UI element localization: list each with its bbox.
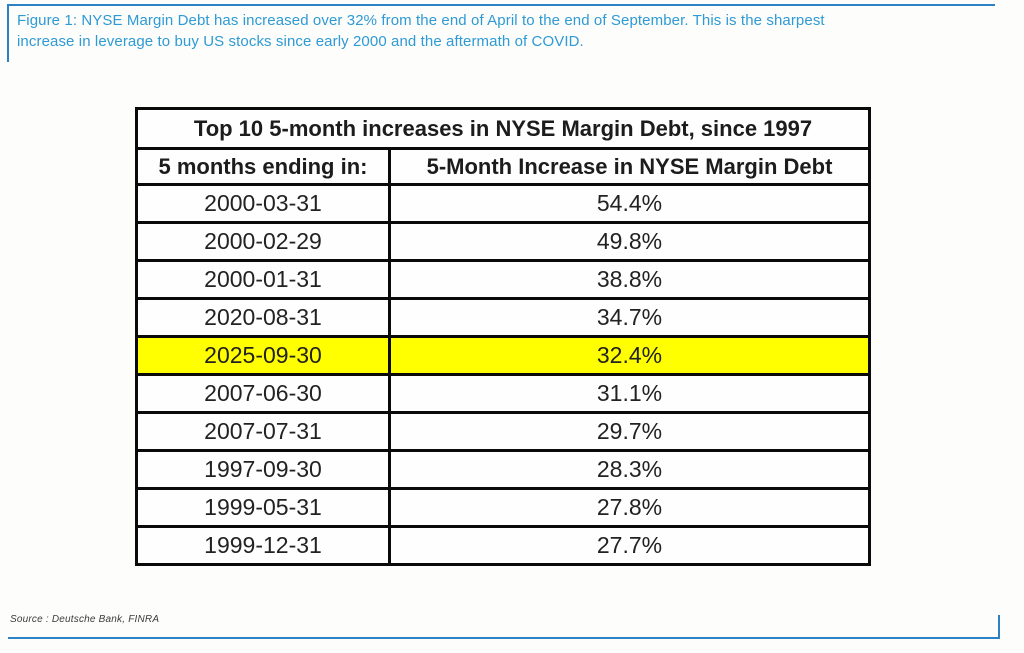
increase-cell: 27.7% <box>387 525 872 566</box>
table-row: 2000-02-29 49.8% <box>135 221 872 262</box>
table-title: Top 10 5-month increases in NYSE Margin … <box>134 107 872 150</box>
figure-frame-bottom-right-bracket <box>8 615 1000 639</box>
date-cell: 1999-12-31 <box>135 525 391 566</box>
column-header-increase: 5-Month Increase in NYSE Margin Debt <box>387 147 872 186</box>
table-row: 1999-12-31 27.7% <box>135 525 872 566</box>
figure-frame-top-left-bracket: Figure 1: NYSE Margin Debt has increased… <box>7 4 995 62</box>
increase-cell: 28.3% <box>387 449 872 490</box>
column-header-date: 5 months ending in: <box>135 147 391 186</box>
date-cell: 2025-09-30 <box>135 335 391 376</box>
date-cell: 2007-07-31 <box>135 411 391 452</box>
date-cell: 2020-08-31 <box>135 297 391 338</box>
table-row: 2007-07-31 29.7% <box>135 411 872 452</box>
date-cell: 2000-01-31 <box>135 259 391 300</box>
increase-cell: 38.8% <box>387 259 872 300</box>
figure-caption-line-1: Figure 1: NYSE Margin Debt has increased… <box>17 12 825 29</box>
table-row: 1999-05-31 27.8% <box>135 487 872 528</box>
date-cell: 1997-09-30 <box>135 449 391 490</box>
increase-cell: 27.8% <box>387 487 872 528</box>
date-cell: 2000-03-31 <box>135 183 391 224</box>
date-cell: 1999-05-31 <box>135 487 391 528</box>
table-row: 2000-01-31 38.8% <box>135 259 872 300</box>
source-note: Source : Deutsche Bank, FINRA <box>10 614 160 625</box>
increase-cell: 32.4% <box>387 335 872 376</box>
date-cell: 2000-02-29 <box>135 221 391 262</box>
figure-caption: Figure 1: NYSE Margin Debt has increased… <box>9 6 995 52</box>
figure-caption-line-2: increase in leverage to buy US stocks si… <box>17 33 584 50</box>
table-title-row: Top 10 5-month increases in NYSE Margin … <box>134 107 872 150</box>
increase-cell: 31.1% <box>387 373 872 414</box>
table-header-row: 5 months ending in: 5-Month Increase in … <box>135 147 872 186</box>
increase-cell: 49.8% <box>387 221 872 262</box>
table-row: 1997-09-30 28.3% <box>135 449 872 490</box>
increase-cell: 54.4% <box>387 183 872 224</box>
table-row: 2000-03-31 54.4% <box>135 183 872 224</box>
table-row-highlighted: 2025-09-30 32.4% <box>135 335 872 376</box>
margin-debt-table: Top 10 5-month increases in NYSE Margin … <box>134 107 872 566</box>
increase-cell: 29.7% <box>387 411 872 452</box>
table-row: 2007-06-30 31.1% <box>135 373 872 414</box>
date-cell: 2007-06-30 <box>135 373 391 414</box>
table-row: 2020-08-31 34.7% <box>135 297 872 338</box>
increase-cell: 34.7% <box>387 297 872 338</box>
